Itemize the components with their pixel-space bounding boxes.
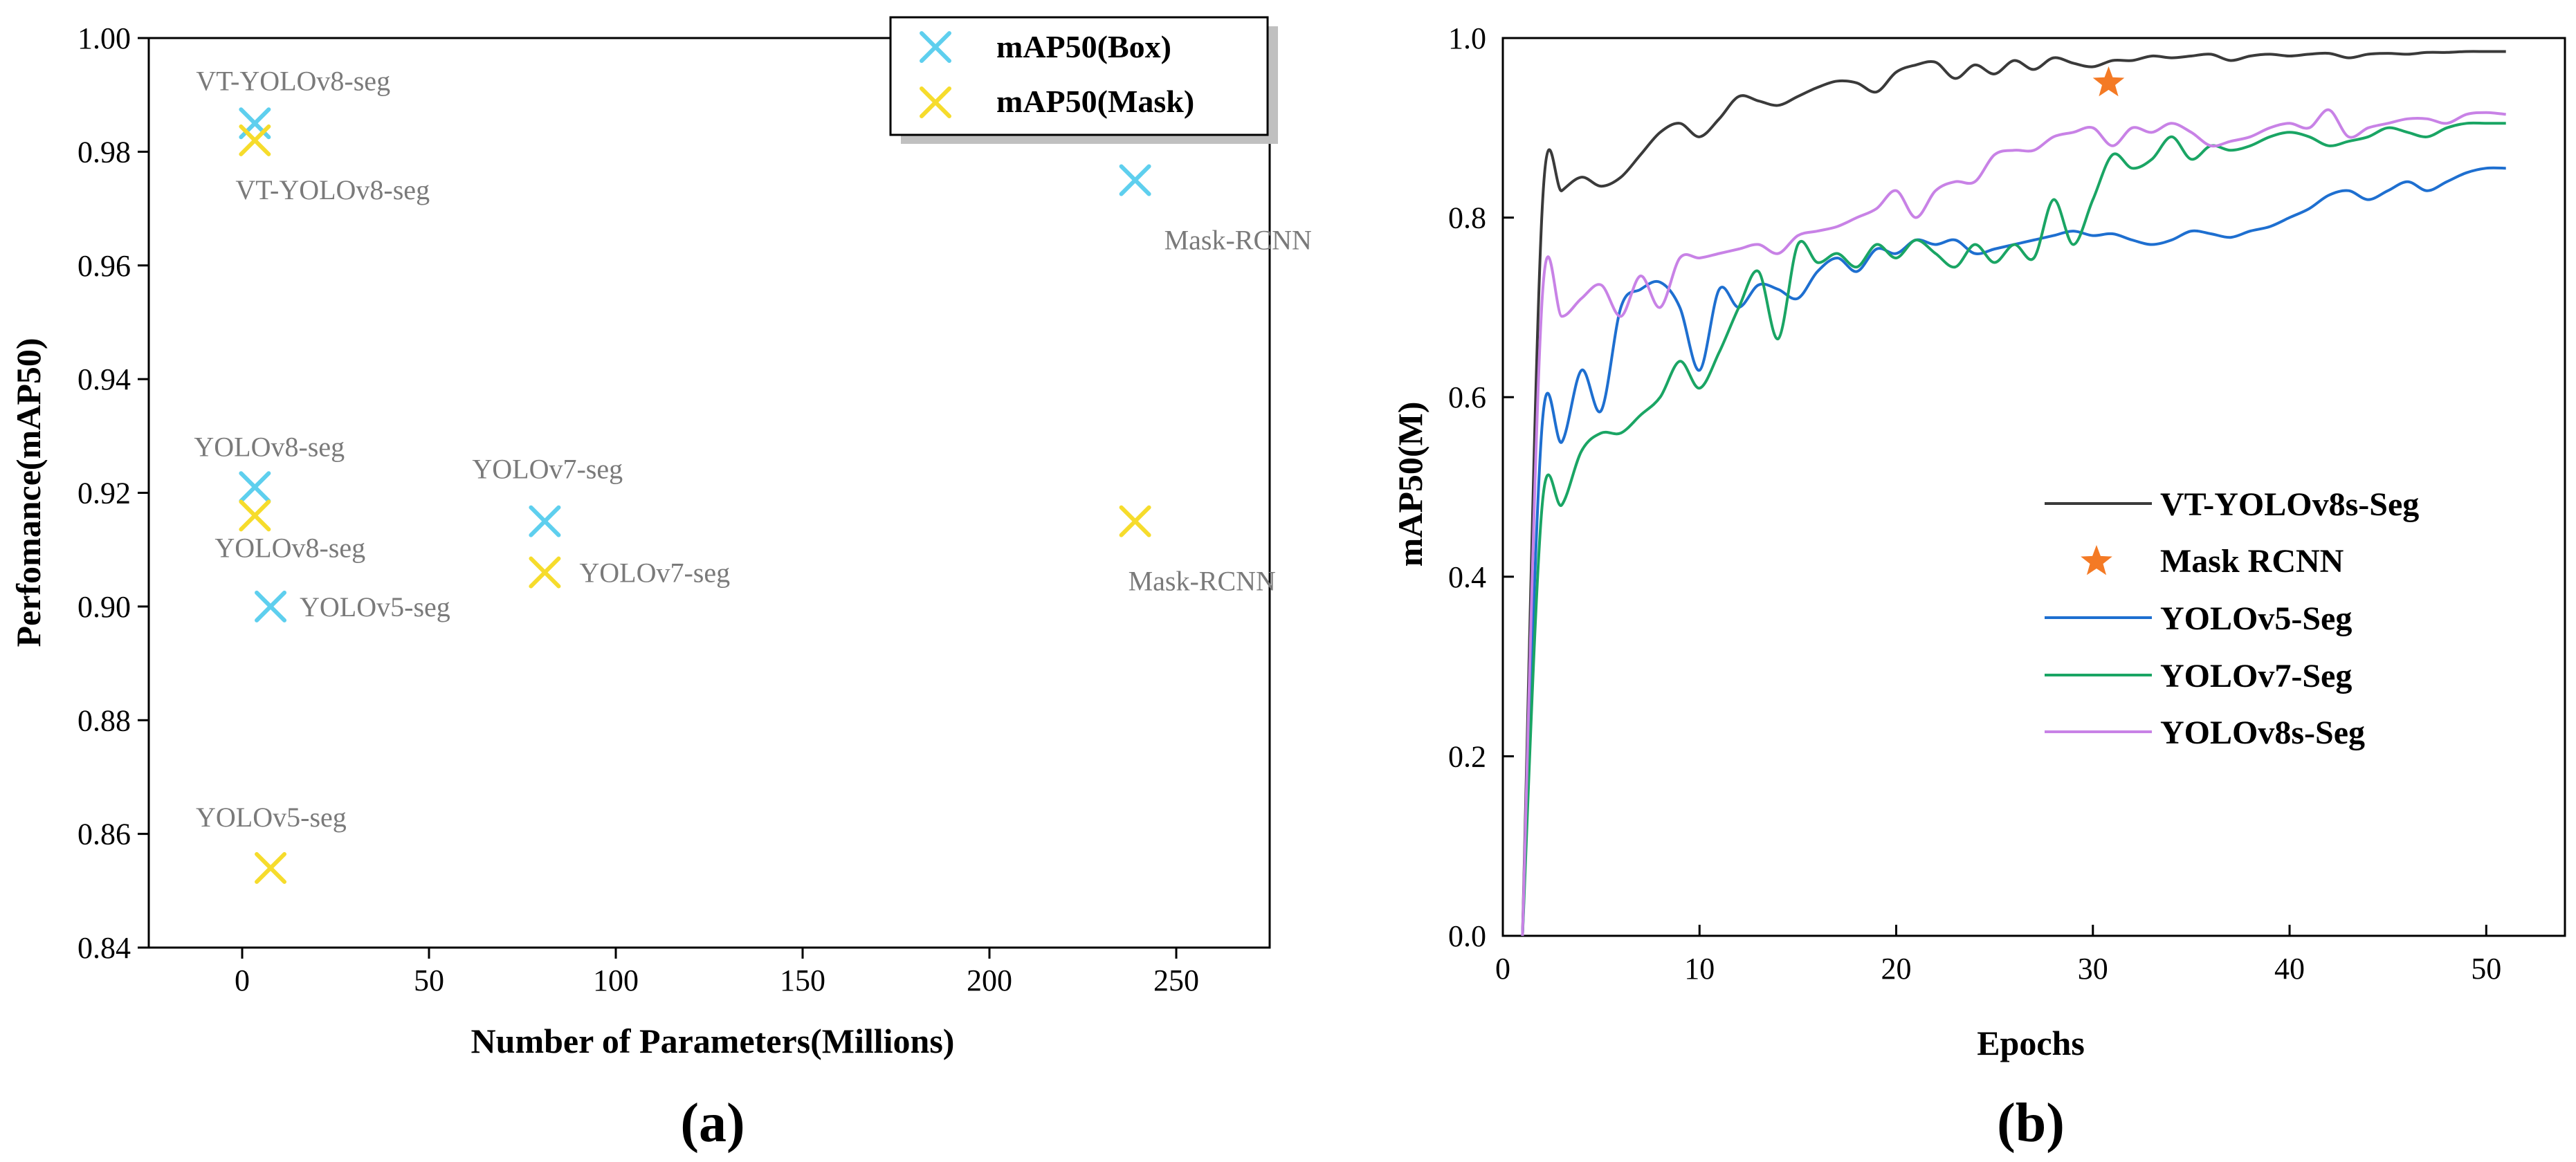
plot-frame-b (1501, 37, 2566, 937)
y-tick-label-a: 1.00 (77, 21, 131, 55)
x-tick-label-a: 50 (414, 963, 444, 997)
y-tick-label-a: 0.86 (77, 818, 131, 851)
y-tick-label-a: 0.98 (77, 135, 131, 169)
point-label: VT-YOLOv8-seg (235, 174, 430, 205)
x-tick-label-b: 20 (1881, 952, 1912, 986)
x-tick-label-a: 100 (593, 963, 639, 997)
y-tick-label-b: 0.2 (1448, 739, 1486, 773)
x-axis-ticks-b: 0 10 20 30 40 50 (1495, 925, 2501, 986)
y-tick-label-a: 0.96 (77, 249, 131, 283)
legend-marker-box (920, 31, 951, 63)
legend-b: VT-YOLOv8s-Seg Mask RCNN YOLOv5-Seg YOLO… (2045, 486, 2419, 751)
scatter-point-mask (239, 499, 271, 532)
y-tick-label-b: 0.0 (1448, 919, 1486, 953)
y-tick-label-a: 0.92 (77, 477, 131, 510)
line-yolov8s-seg (1521, 108, 2506, 937)
x-tick-label-a: 0 (235, 963, 250, 997)
scatter-point-box (255, 590, 287, 622)
scatter-chart-panel-a: 0 50 100 150 200 250 0.84 0.86 0.88 0.90 0.92 0.94… (9, 16, 1312, 1154)
x-tick-label-a: 250 (1153, 963, 1199, 997)
line-vt-yolov8s-seg (1521, 50, 2506, 937)
point-label: Mask-RCNN (1129, 566, 1276, 597)
legend-label-yolov5: YOLOv5-Seg (2160, 600, 2352, 637)
scatter-point-box (529, 505, 561, 537)
legend-marker-star (2081, 545, 2112, 575)
y-tick-label-a: 0.88 (77, 703, 131, 737)
legend-marker-mask (920, 86, 951, 118)
line-yolov7-seg (1521, 121, 2506, 937)
line-chart-panel-b: 0 10 20 30 40 50 0.0 0.2 0.4 0.6 0.8 1.0 Epochs mA… (1391, 21, 2566, 1154)
scatter-point-box (1119, 164, 1151, 196)
x-tick-label-a: 150 (780, 963, 825, 997)
legend-label-yolov8s: YOLOv8s-Seg (2160, 714, 2365, 751)
point-label: Mask-RCNN (1164, 224, 1312, 255)
legend-box (889, 16, 1269, 136)
point-label: YOLOv5-seg (300, 591, 450, 622)
point-label: YOLOv7-seg (579, 557, 730, 589)
x-tick-label-b: 30 (2078, 952, 2108, 986)
star-markers (2092, 66, 2125, 97)
line-series (1521, 50, 2506, 937)
point-label: YOLOv5-seg (196, 802, 347, 833)
y-tick-label-a: 0.90 (77, 590, 131, 624)
line-yolov5-seg (1521, 166, 2506, 937)
point-label: YOLOv8-seg (194, 431, 345, 462)
panel-label-b: (b) (1997, 1093, 2065, 1154)
y-axis-title-b: mAP50(M) (1391, 402, 1429, 567)
y-tick-label-b: 1.0 (1448, 21, 1486, 55)
legend-label-vt: VT-YOLOv8s-Seg (2160, 486, 2419, 523)
y-tick-label-b: 0.4 (1448, 560, 1486, 594)
y-axis-ticks-b: 0.0 0.2 0.4 0.6 0.8 1.0 (1448, 21, 1514, 953)
y-tick-label-a: 0.84 (77, 931, 131, 965)
x-axis-title-b: Epochs (1977, 1024, 2085, 1062)
y-tick-label-a: 0.94 (77, 362, 131, 396)
x-tick-label-b: 40 (2274, 952, 2305, 986)
legend-label-mask: mAP50(Mask) (996, 84, 1194, 119)
y-axis-title-a: Perfomance(mAP50) (9, 338, 48, 647)
legend-label-box: mAP50(Box) (996, 29, 1171, 64)
x-tick-label-a: 200 (967, 963, 1012, 997)
legend-label-yolov7: YOLOv7-Seg (2160, 658, 2352, 694)
scatter-point-mask (529, 556, 561, 589)
x-tick-label-b: 50 (2471, 952, 2501, 986)
marker-mask-rcnn (2092, 66, 2125, 97)
legend-x-mask (920, 86, 951, 118)
point-label: VT-YOLOv8-seg (196, 65, 390, 96)
x-axis-title-a: Number of Parameters(Millions) (471, 1022, 955, 1060)
point-label: YOLOv8-seg (214, 532, 365, 563)
y-axis-ticks-a: 0.84 0.86 0.88 0.90 0.92 0.94 0.96 0.98 1.00 (77, 21, 149, 965)
legend-a: mAP50(Box) mAP50(Mask) (889, 16, 1278, 144)
scatter-point-mask (1119, 505, 1151, 537)
legend-x-box (920, 31, 951, 63)
point-label: YOLOv7-seg (472, 454, 623, 485)
x-tick-label-b: 0 (1495, 952, 1510, 986)
x-tick-label-b: 10 (1684, 952, 1715, 986)
legend-label-maskrcnn: Mask RCNN (2160, 543, 2344, 580)
scatter-points: VT-YOLOv8-seg YOLOv8-seg YOLOv5-seg YOLOv7-… (194, 65, 1312, 884)
scatter-point-mask (239, 124, 271, 156)
scatter-point-mask (255, 851, 287, 884)
x-axis-ticks-a: 0 50 100 150 200 250 (235, 948, 1199, 997)
scatter-point-box (239, 471, 271, 504)
y-tick-label-b: 0.6 (1448, 380, 1486, 414)
panel-label-a: (a) (680, 1093, 745, 1154)
y-tick-label-b: 0.8 (1448, 201, 1486, 235)
